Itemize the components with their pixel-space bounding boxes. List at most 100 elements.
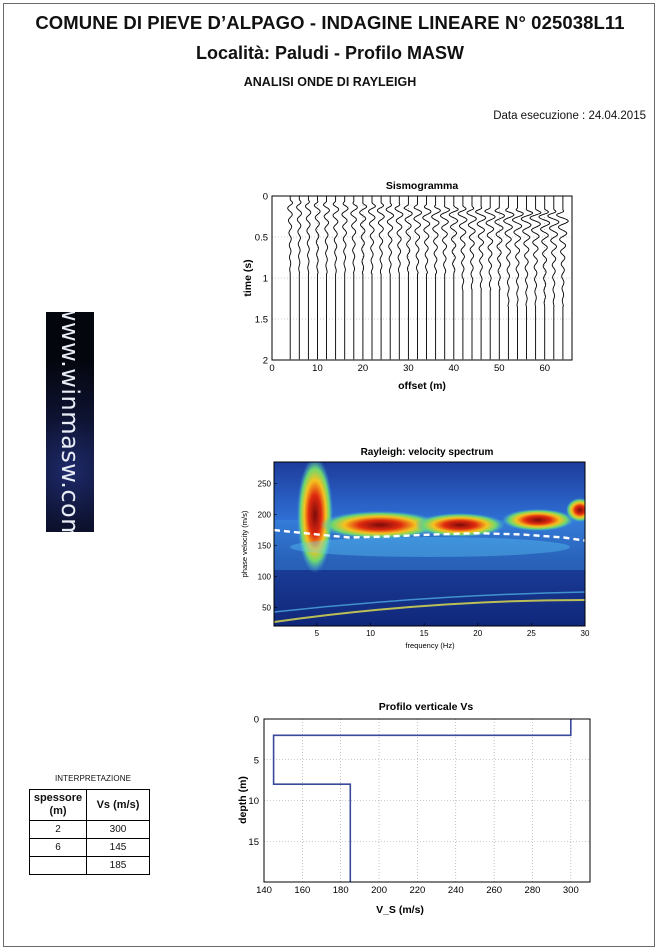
- y-tick-label: 0: [263, 192, 268, 203]
- spectrum-frame: [273, 461, 586, 627]
- y-tick-label: 200: [258, 511, 272, 520]
- interpretation-table: spessore (m) Vs (m/s) 2 300 6 145 185: [29, 789, 150, 875]
- vs-profile-grid: [264, 719, 590, 882]
- header-thickness-label: spessore (m): [33, 792, 83, 817]
- x-tick-label: 10: [312, 363, 323, 374]
- picked-dispersion-curve: [273, 528, 586, 542]
- seismic-trace: [322, 196, 330, 360]
- x-tick-label: 5: [315, 629, 320, 638]
- page-border: [3, 3, 655, 947]
- y-tick-label: 0: [254, 715, 259, 726]
- execution-date: Data esecuzione : 24.04.2015: [493, 110, 646, 122]
- table-row: 6 145: [29, 838, 150, 857]
- winmasw-logo: www.winmasw.com: [46, 312, 94, 532]
- x-tick-label: 200: [371, 885, 387, 896]
- header-vs: Vs (m/s): [86, 789, 150, 821]
- table-cell: 300: [86, 820, 150, 839]
- seismic-trace: [520, 196, 534, 360]
- seismic-trace: [448, 196, 459, 360]
- y-tick-label: 150: [258, 542, 272, 551]
- table-row: 2 300: [29, 820, 150, 839]
- x-tick-label: 30: [403, 363, 414, 374]
- y-tick-label: 10: [248, 796, 259, 807]
- seismogram-chart: Sismogramma 0 10 20 30 40 50 60 0 0.5 1 1.5 2 offs…: [242, 180, 573, 392]
- y-tick-label: 250: [258, 480, 272, 489]
- y-tick-label: 100: [258, 572, 272, 581]
- x-tick-label: 40: [449, 363, 460, 374]
- vs-profile-line: [272, 719, 572, 882]
- page-subtitle: Località: Paludi - Profilo MASW: [195, 43, 464, 63]
- seismic-trace: [376, 196, 385, 360]
- seismic-trace: [422, 196, 432, 360]
- spectrum-xlabel: frequency (Hz): [405, 641, 455, 650]
- x-tick-label: 30: [581, 629, 590, 638]
- seismic-trace: [511, 196, 524, 360]
- x-tick-label: 240: [448, 885, 464, 896]
- interpretation-title: INTERPRETAZIONE: [54, 774, 132, 783]
- seismic-trace: [403, 196, 413, 360]
- seismic-trace: [529, 196, 542, 360]
- vs-profile-title: Profilo verticale Vs: [379, 701, 474, 713]
- x-tick-label: 260: [486, 885, 502, 896]
- seismic-trace: [287, 196, 293, 360]
- spectrum-y-ticks: 50 100 150 200 250: [258, 480, 277, 612]
- y-tick-label: 5: [254, 755, 259, 766]
- x-tick-label: 280: [525, 885, 541, 896]
- x-tick-label: 180: [333, 885, 349, 896]
- seismic-trace: [394, 196, 404, 360]
- vs-profile-y-ticks: 0 5 10 15: [248, 715, 259, 848]
- velocity-spectrum-chart: Rayleigh: velocity spectrum 5 10 15 20 25 30 …: [240, 447, 590, 650]
- x-tick-label: 25: [527, 629, 536, 638]
- table-row: 185: [29, 856, 150, 875]
- seismic-trace: [431, 196, 441, 360]
- seismic-trace: [494, 196, 506, 360]
- x-tick-label: 50: [494, 363, 505, 374]
- seismic-trace: [341, 196, 349, 360]
- seismic-trace: [305, 196, 312, 360]
- seismic-trace: [296, 196, 302, 360]
- seismic-trace: [313, 196, 321, 360]
- seismic-trace: [503, 196, 515, 360]
- x-tick-label: 140: [256, 885, 272, 896]
- seismic-trace: [439, 196, 451, 360]
- page-title: COMUNE DI PIEVE D’ALPAGO - INDAGINE LINE…: [35, 12, 625, 33]
- x-tick-label: 60: [539, 363, 550, 374]
- table-header-row: spessore (m) Vs (m/s): [29, 789, 150, 821]
- seismic-trace: [359, 196, 368, 360]
- vs-profile-x-ticks: 140 160 180 200 220 240 260 280 300: [256, 885, 579, 896]
- seismic-trace: [547, 196, 560, 360]
- spectrum-title: Rayleigh: velocity spectrum: [361, 447, 494, 458]
- y-tick-label: 1: [263, 274, 268, 285]
- x-tick-label: 20: [473, 629, 482, 638]
- seismic-trace: [385, 196, 395, 360]
- y-tick-label: 2: [263, 356, 268, 367]
- seismic-trace: [538, 196, 551, 360]
- seismogram-x-ticks: 0 10 20 30 40 50 60: [269, 363, 550, 374]
- seismogram-xlabel: offset (m): [398, 380, 446, 392]
- header-vs-label: Vs (m/s): [96, 798, 140, 811]
- header-thickness: spessore (m): [29, 789, 87, 821]
- analysis-title: ANALISI ONDE DI RAYLEIGH: [243, 75, 417, 89]
- seismic-trace: [350, 196, 358, 360]
- vs-profile-xlabel: V_S (m/s): [376, 904, 424, 916]
- x-tick-label: 10: [366, 629, 375, 638]
- seismic-trace: [457, 196, 468, 360]
- x-tick-label: 15: [420, 629, 429, 638]
- vs-profile-ylabel: depth (m): [237, 776, 249, 824]
- vs-profile-frame: [263, 718, 591, 883]
- seismogram-y-ticks: 0 0.5 1 1.5 2: [255, 192, 268, 367]
- y-tick-label: 50: [262, 603, 271, 612]
- x-tick-label: 160: [294, 885, 310, 896]
- vs-profile-chart: Profilo verticale Vs 140 160 180 200 220 240 2…: [237, 701, 591, 916]
- seismogram-ylabel: time (s): [242, 259, 254, 296]
- y-tick-label: 1.5: [255, 315, 268, 326]
- y-tick-label: 0.5: [255, 233, 268, 244]
- seismic-trace: [466, 196, 477, 360]
- seismic-trace: [413, 196, 423, 360]
- seismogram-title: Sismogramma: [386, 180, 459, 192]
- x-tick-label: 0: [269, 363, 274, 374]
- x-tick-label: 300: [563, 885, 579, 896]
- spectrum-heatmap: [274, 462, 585, 626]
- table-cell: 185: [86, 856, 150, 875]
